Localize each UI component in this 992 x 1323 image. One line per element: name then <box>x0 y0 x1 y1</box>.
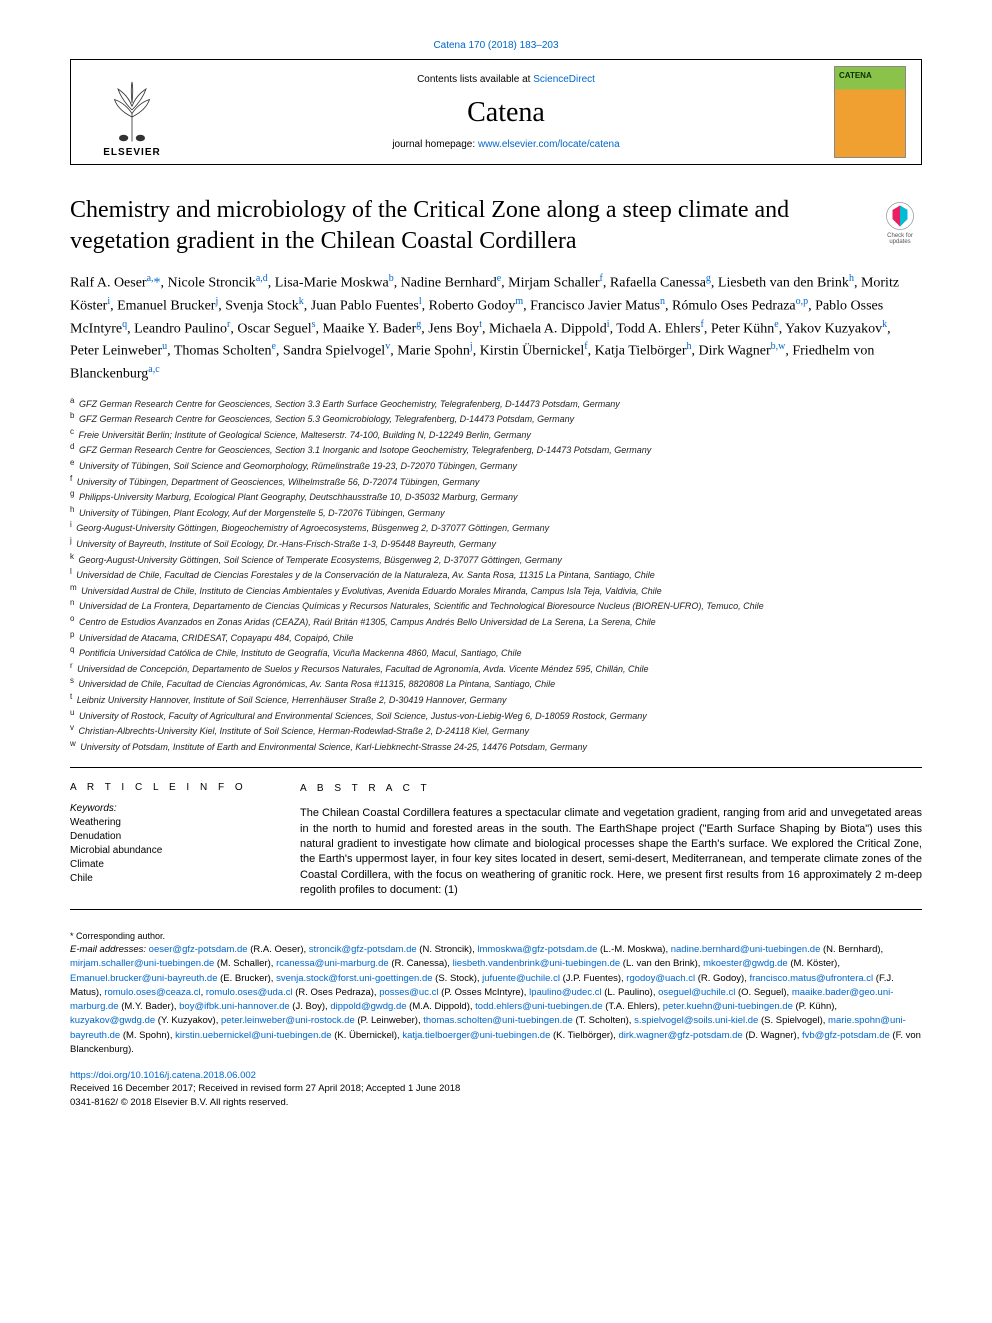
publisher-name: ELSEVIER <box>103 147 160 158</box>
email-link[interactable]: lmmoskwa@gfz-potsdam.de <box>477 944 597 955</box>
affiliation-item: r Universidad de Concepción, Departament… <box>70 660 922 676</box>
affiliation-item: e University of Tübingen, Soil Science a… <box>70 457 922 473</box>
header-center: Contents lists available at ScienceDirec… <box>193 60 819 164</box>
affiliation-item: s Universidad de Chile, Facultad de Cien… <box>70 675 922 691</box>
email-link[interactable]: jufuente@uchile.cl <box>482 973 560 984</box>
affiliation-item: h University of Tübingen, Plant Ecology,… <box>70 504 922 520</box>
affiliation-item: f University of Tübingen, Department of … <box>70 473 922 489</box>
email-link[interactable]: rcanessa@uni-marburg.de <box>276 958 389 969</box>
citation-header: Catena 170 (2018) 183–203 <box>70 40 922 51</box>
affiliation-item: l Universidad de Chile, Facultad de Cien… <box>70 566 922 582</box>
email-link[interactable]: lpaulino@udec.cl <box>529 987 602 998</box>
affiliation-item: c Freie Universität Berlin; Institute of… <box>70 426 922 442</box>
email-link[interactable]: dippold@gwdg.de <box>330 1001 406 1012</box>
abstract-head: A B S T R A C T <box>300 782 922 796</box>
affiliations-list: a GFZ German Research Centre for Geoscie… <box>70 395 922 754</box>
affiliation-item: j University of Bayreuth, Institute of S… <box>70 535 922 551</box>
email-link[interactable]: thomas.scholten@uni-tuebingen.de <box>423 1015 573 1026</box>
keywords-list: WeatheringDenudationMicrobial abundanceC… <box>70 816 270 886</box>
contents-prefix: Contents lists available at <box>417 74 533 85</box>
homepage-link[interactable]: www.elsevier.com/locate/catena <box>478 139 620 150</box>
abstract-text: The Chilean Coastal Cordillera features … <box>300 806 922 898</box>
keywords-label: Keywords: <box>70 803 270 814</box>
email-link[interactable]: todd.ehlers@uni-tuebingen.de <box>475 1001 602 1012</box>
email-link[interactable]: romulo.oses@uda.cl <box>206 987 293 998</box>
affiliation-item: v Christian-Albrechts-University Kiel, I… <box>70 722 922 738</box>
email-link[interactable]: romulo.oses@ceaza.cl <box>104 987 200 998</box>
email-link[interactable]: boy@ifbk.uni-hannover.de <box>179 1001 290 1012</box>
email-link[interactable]: oeser@gfz-potsdam.de <box>149 944 248 955</box>
check-updates-badge[interactable]: Check for updates <box>878 201 922 245</box>
email-link[interactable]: stroncik@gfz-potsdam.de <box>309 944 417 955</box>
journal-header-box: ELSEVIER Contents lists available at Sci… <box>70 59 922 165</box>
email-link[interactable]: mkoester@gwdg.de <box>703 958 788 969</box>
email-link[interactable]: nadine.bernhard@uni-tuebingen.de <box>671 944 821 955</box>
divider <box>70 767 922 768</box>
affiliation-item: o Centro de Estudios Avanzados en Zonas … <box>70 613 922 629</box>
keyword-item: Chile <box>70 872 270 886</box>
affiliation-item: q Pontificia Universidad Católica de Chi… <box>70 644 922 660</box>
article-title: Chemistry and microbiology of the Critic… <box>70 195 862 257</box>
email-link[interactable]: peter.kuehn@uni-tuebingen.de <box>663 1001 793 1012</box>
affiliation-item: b GFZ German Research Centre for Geoscie… <box>70 410 922 426</box>
email-link[interactable]: Emanuel.brucker@uni-bayreuth.de <box>70 973 217 984</box>
copyright-line: 0341-8162/ © 2018 Elsevier B.V. All righ… <box>70 1097 288 1108</box>
elsevier-tree-icon <box>97 75 167 145</box>
affiliation-item: p Universidad de Atacama, CRIDESAT, Copa… <box>70 629 922 645</box>
affiliation-item: g Philipps-University Marburg, Ecologica… <box>70 488 922 504</box>
homepage-line: journal homepage: www.elsevier.com/locat… <box>193 139 819 150</box>
homepage-prefix: journal homepage: <box>392 139 478 150</box>
keyword-item: Denudation <box>70 830 270 844</box>
email-link[interactable]: s.spielvogel@soils.uni-kiel.de <box>634 1015 758 1026</box>
cover-thumb-block <box>819 60 921 164</box>
keyword-item: Climate <box>70 858 270 872</box>
email-link[interactable]: dirk.wagner@gfz-potsdam.de <box>618 1030 742 1041</box>
email-link[interactable]: svenja.stock@forst.uni-goettingen.de <box>276 973 432 984</box>
journal-cover-icon <box>834 66 906 158</box>
email-link[interactable]: katja.tielboerger@uni-tuebingen.de <box>402 1030 550 1041</box>
affiliation-item: u University of Rostock, Faculty of Agri… <box>70 707 922 723</box>
abstract-block: A B S T R A C T The Chilean Coastal Cord… <box>300 782 922 898</box>
email-addresses: E-mail addresses: oeser@gfz-potsdam.de (… <box>70 943 922 1057</box>
email-link[interactable]: oseguel@uchile.cl <box>658 987 735 998</box>
affiliation-item: t Leibniz University Hannover, Institute… <box>70 691 922 707</box>
affiliation-item: m Universidad Austral de Chile, Institut… <box>70 582 922 598</box>
affiliation-item: k Georg-August-University Göttingen, Soi… <box>70 551 922 567</box>
email-link[interactable]: mirjam.schaller@uni-tuebingen.de <box>70 958 214 969</box>
email-link[interactable]: liesbeth.vandenbrink@uni-tuebingen.de <box>453 958 621 969</box>
affiliation-item: i Georg-August-University Göttingen, Bio… <box>70 519 922 535</box>
received-dates: Received 16 December 2017; Received in r… <box>70 1083 460 1094</box>
keyword-item: Weathering <box>70 816 270 830</box>
article-info-block: A R T I C L E I N F O Keywords: Weatheri… <box>70 782 270 898</box>
keyword-item: Microbial abundance <box>70 844 270 858</box>
email-link[interactable]: kirstin.uebernickel@uni-tuebingen.de <box>175 1030 331 1041</box>
affiliation-item: d GFZ German Research Centre for Geoscie… <box>70 441 922 457</box>
publisher-logo-block: ELSEVIER <box>71 60 193 164</box>
footnotes-block: * Corresponding author. E-mail addresses… <box>70 930 922 1058</box>
article-info-head: A R T I C L E I N F O <box>70 782 270 793</box>
sciencedirect-link[interactable]: ScienceDirect <box>533 74 595 85</box>
doi-block: https://doi.org/10.1016/j.catena.2018.06… <box>70 1069 922 1109</box>
email-link[interactable]: rgodoy@uach.cl <box>626 973 695 984</box>
affiliation-item: n Universidad de La Frontera, Departamen… <box>70 597 922 613</box>
check-updates-label: Check for updates <box>878 233 922 245</box>
citation-link[interactable]: Catena 170 (2018) 183–203 <box>433 40 558 51</box>
email-link[interactable]: fvb@gfz-potsdam.de <box>802 1030 890 1041</box>
email-link[interactable]: francisco.matus@ufrontera.cl <box>749 973 873 984</box>
corresponding-author-note: * Corresponding author. <box>70 930 922 944</box>
contents-available-line: Contents lists available at ScienceDirec… <box>193 74 819 85</box>
doi-link[interactable]: https://doi.org/10.1016/j.catena.2018.06… <box>70 1070 256 1081</box>
authors-list: Ralf A. Oesera,*, Nicole Stroncika,d, Li… <box>70 271 922 384</box>
journal-name: Catena <box>193 97 819 129</box>
email-link[interactable]: peter.leinweber@uni-rostock.de <box>221 1015 355 1026</box>
email-link[interactable]: kuzyakov@gwdg.de <box>70 1015 155 1026</box>
footnote-divider <box>70 909 922 910</box>
email-link[interactable]: posses@uc.cl <box>379 987 438 998</box>
affiliation-item: a GFZ German Research Centre for Geoscie… <box>70 395 922 411</box>
affiliation-item: w University of Potsdam, Institute of Ea… <box>70 738 922 754</box>
